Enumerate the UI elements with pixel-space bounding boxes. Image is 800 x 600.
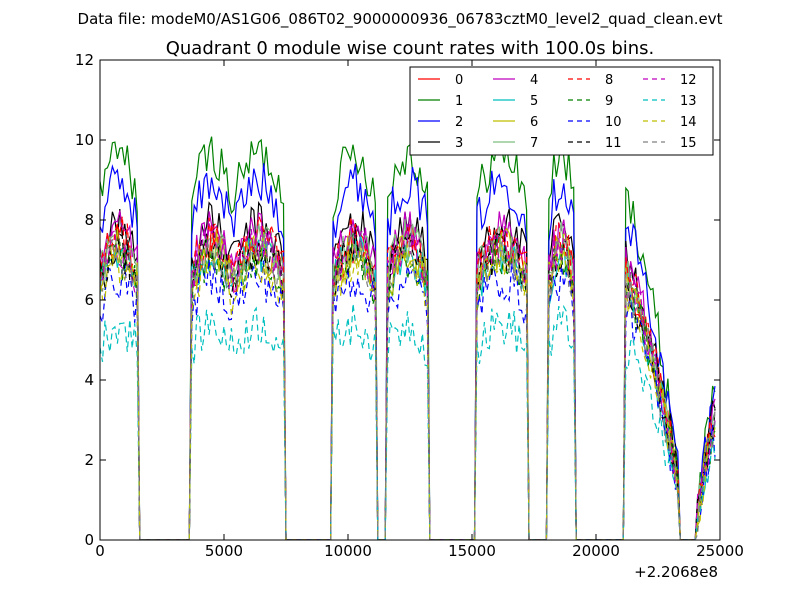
legend-label-11: 11 <box>605 136 622 151</box>
x-tick-label: 0 <box>95 542 105 560</box>
legend-label-5: 5 <box>530 94 538 109</box>
legend-label-9: 9 <box>605 94 613 109</box>
series-line-4 <box>100 210 716 540</box>
y-tick-label: 0 <box>84 531 94 549</box>
series-line-12 <box>100 223 716 540</box>
chart-title: Quadrant 0 module wise count rates with … <box>166 38 655 59</box>
x-tick-label: 10000 <box>324 542 372 560</box>
legend-label-12: 12 <box>680 73 697 88</box>
figure-suptitle: Data file: modeM0/AS1G06_086T02_90000009… <box>78 10 723 29</box>
series-line-13 <box>100 303 716 540</box>
legend-label-3: 3 <box>455 136 463 151</box>
y-tick-label: 10 <box>75 131 94 149</box>
series-line-3 <box>100 200 716 540</box>
x-tick-label: 5000 <box>205 542 243 560</box>
x-tick-label: 20000 <box>572 542 620 560</box>
y-tick-label: 8 <box>84 211 94 229</box>
legend-label-14: 14 <box>680 115 697 130</box>
series-line-15 <box>100 232 716 540</box>
legend-label-0: 0 <box>455 73 463 88</box>
x-tick-label: 15000 <box>448 542 496 560</box>
y-tick-label: 4 <box>84 371 94 389</box>
y-tick-label: 6 <box>84 291 94 309</box>
legend-label-7: 7 <box>530 136 538 151</box>
legend-label-8: 8 <box>605 73 613 88</box>
y-tick-label: 12 <box>75 51 94 69</box>
series-line-2 <box>100 163 716 540</box>
legend-label-13: 13 <box>680 94 697 109</box>
x-offset-label: +2.2068e8 <box>634 563 718 581</box>
series-line-1 <box>100 134 716 540</box>
series-line-5 <box>100 232 716 540</box>
legend-label-10: 10 <box>605 115 622 130</box>
legend-label-4: 4 <box>530 73 538 88</box>
legend-frame <box>409 66 714 156</box>
series-line-14 <box>100 241 716 540</box>
legend-label-2: 2 <box>455 115 463 130</box>
x-tick-label: 25000 <box>696 542 744 560</box>
x-axis: 0 5000 10000 15000 20000 25000 <box>95 60 744 560</box>
y-tick-label: 2 <box>84 451 94 469</box>
legend-label-6: 6 <box>530 115 538 130</box>
legend-label-15: 15 <box>680 136 697 151</box>
legend-label-1: 1 <box>455 94 463 109</box>
series-layer <box>100 134 716 540</box>
series-line-7 <box>100 219 716 540</box>
